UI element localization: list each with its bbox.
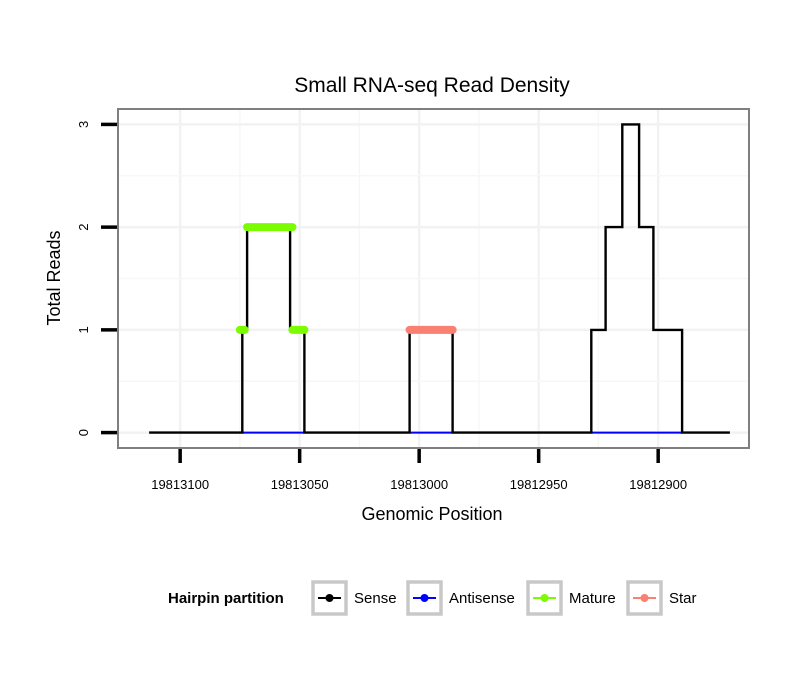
x-tick-label: 19813100 [151, 477, 209, 492]
x-axis-ticks: 19813100 19813050 19813000 19812950 19812900 [151, 449, 687, 492]
legend-key-dot [325, 594, 334, 602]
legend-label-antisense: Antisense [449, 590, 515, 607]
x-tick-label: 19812900 [629, 477, 687, 492]
legend-key-dot [640, 594, 649, 602]
legend-label-star: Star [669, 590, 697, 607]
y-axis-ticks: 0 1 2 3 [76, 121, 117, 436]
y-tick-label: 0 [76, 429, 91, 436]
legend-title: Hairpin partition [168, 590, 284, 607]
chart-title: Small RNA-seq Read Density [294, 74, 570, 97]
x-tick-label: 19813050 [271, 477, 329, 492]
series-layer [149, 123, 730, 434]
x-axis-title: Genomic Position [361, 504, 502, 524]
legend-label-mature: Mature [569, 590, 616, 607]
x-tick-label: 19812950 [510, 477, 568, 492]
legend-key-dot [420, 594, 429, 602]
y-axis-title: Total Reads [44, 230, 64, 325]
legend-key-dot [540, 594, 549, 602]
plot-panel-border [117, 108, 750, 449]
legend: Hairpin partition Sense Antisense Mature St… [168, 580, 697, 616]
legend-label-sense: Sense [354, 590, 397, 607]
y-tick-label: 1 [76, 326, 91, 333]
y-tick-label: 3 [76, 121, 91, 128]
x-tick-label: 19813000 [390, 477, 448, 492]
y-tick-label: 2 [76, 224, 91, 231]
